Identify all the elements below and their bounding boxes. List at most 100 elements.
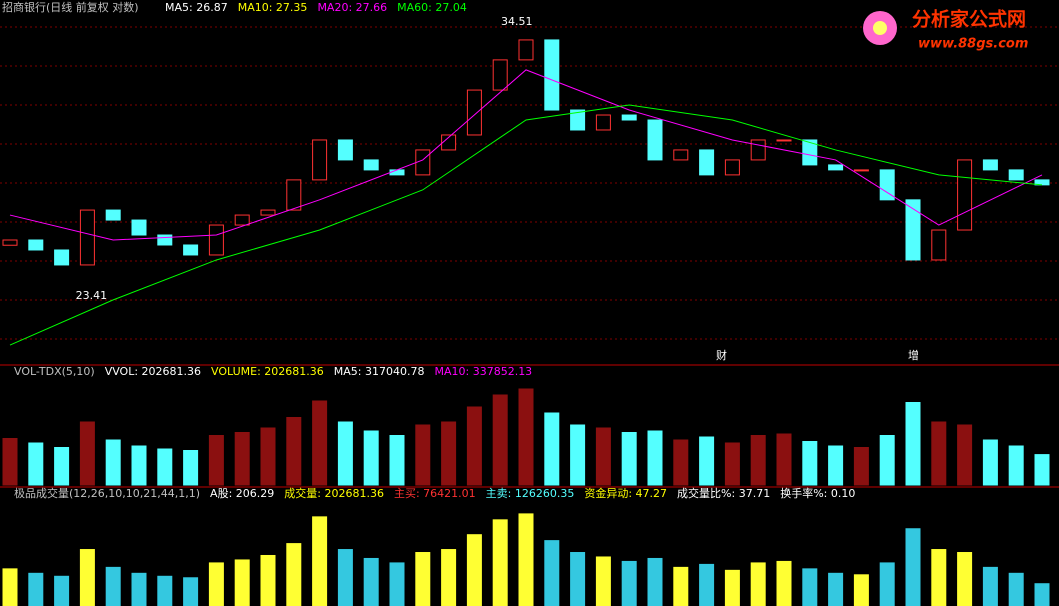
candle (931, 229, 947, 261)
volume-bar (905, 528, 921, 606)
volume-bar (905, 402, 921, 486)
candle (2, 239, 18, 246)
volume-bar (724, 442, 740, 486)
ma-line (9, 104, 1043, 346)
candle (879, 169, 895, 201)
volume-bar (802, 568, 818, 606)
candle (157, 234, 173, 246)
legend-entry: MA5: 317040.78 (334, 365, 425, 378)
volume-bar (2, 438, 18, 486)
legend-entry: 主买: 76421.01 (394, 487, 476, 500)
candle (183, 244, 199, 256)
candle (79, 209, 95, 266)
volume-bar (1008, 445, 1024, 486)
volume-bar (621, 432, 637, 486)
panel-title: 招商银行(日线 前复权 对数) (2, 0, 139, 14)
candle (621, 114, 637, 121)
low-label: 23.41 (76, 289, 108, 302)
candle (208, 224, 224, 256)
volume-bar (2, 568, 18, 606)
volume-bar (518, 513, 534, 606)
volume-bar (28, 572, 44, 606)
volume-bar (828, 445, 844, 486)
marker: 财 (716, 348, 727, 362)
volume-bar (1008, 572, 1024, 606)
volume-bar (492, 394, 508, 486)
candle (363, 159, 379, 171)
volume-bar (673, 439, 689, 486)
legend-entry: 资金异动: 47.27 (584, 486, 667, 500)
volume-bar (105, 439, 121, 486)
marker: 增 (908, 348, 919, 362)
volume-bar (853, 447, 869, 486)
volume-bar (363, 430, 379, 486)
volume-bar (389, 435, 405, 486)
volume-bar (931, 421, 947, 486)
candle (828, 164, 844, 171)
candle (260, 209, 276, 216)
legend-entry: A股: 206.29 (210, 487, 274, 500)
volume-bar (879, 562, 895, 606)
candle (853, 169, 869, 172)
legend-entry: MA10: 337852.13 (434, 365, 532, 378)
volume-bar (54, 447, 70, 486)
volume-bar (157, 575, 173, 606)
volume-bar (802, 441, 818, 486)
legend-entry: MA5: 26.87 (165, 1, 228, 14)
volume-bar (286, 543, 302, 606)
legend-entry: VVOL: 202681.36 (105, 365, 201, 378)
volume-bar (105, 566, 121, 606)
candle (699, 149, 715, 176)
logo-url: www.88gs.com (918, 37, 1028, 52)
legend-entry: MA60: 27.04 (397, 1, 467, 14)
volume-bar (208, 435, 224, 486)
candle (131, 219, 147, 236)
legend-entry: MA20: 27.66 (317, 1, 387, 14)
volume-bar (982, 439, 998, 486)
volume-bar (441, 421, 457, 486)
volume-bar (647, 557, 663, 606)
candle (337, 139, 353, 161)
candle (466, 89, 482, 136)
volume-bar (518, 388, 534, 486)
candle (415, 149, 431, 176)
candle (54, 249, 70, 266)
volume-bar (208, 562, 224, 606)
volume-bar (466, 406, 482, 486)
candle (570, 109, 586, 131)
volume-bar (724, 569, 740, 606)
volume-bar (183, 577, 199, 606)
candle (724, 159, 740, 176)
candle (647, 119, 663, 161)
volume-bar (853, 574, 869, 606)
volume-bar (750, 435, 766, 486)
legend-entry: 成交量: 202681.36 (284, 486, 384, 500)
volume-bar (441, 549, 457, 606)
legend-entry: 主卖: 126260.35 (486, 487, 575, 500)
candle (312, 139, 328, 181)
candle (802, 139, 818, 166)
candle (28, 239, 44, 251)
volume-bar (363, 557, 379, 606)
candle (105, 209, 121, 221)
price-grid (0, 26, 1059, 340)
volume-bar (647, 430, 663, 486)
volume-bar (131, 572, 147, 606)
volume-bar (673, 566, 689, 606)
volume-bar (337, 421, 353, 486)
candle (518, 39, 534, 61)
legend-entry: VOL-TDX(5,10) (14, 365, 95, 378)
volume-bar (776, 433, 792, 486)
volume-bar (466, 534, 482, 606)
volume-bar (260, 554, 276, 606)
candle (905, 199, 921, 261)
candle (544, 39, 560, 111)
volume-bar (131, 445, 147, 486)
legend-entry: 成交量比%: 37.71 (677, 486, 770, 500)
logo-title: 分析家公式网 (912, 8, 1026, 31)
volume-bar (234, 432, 250, 486)
volume-bar (570, 552, 586, 606)
candle (1008, 169, 1024, 181)
